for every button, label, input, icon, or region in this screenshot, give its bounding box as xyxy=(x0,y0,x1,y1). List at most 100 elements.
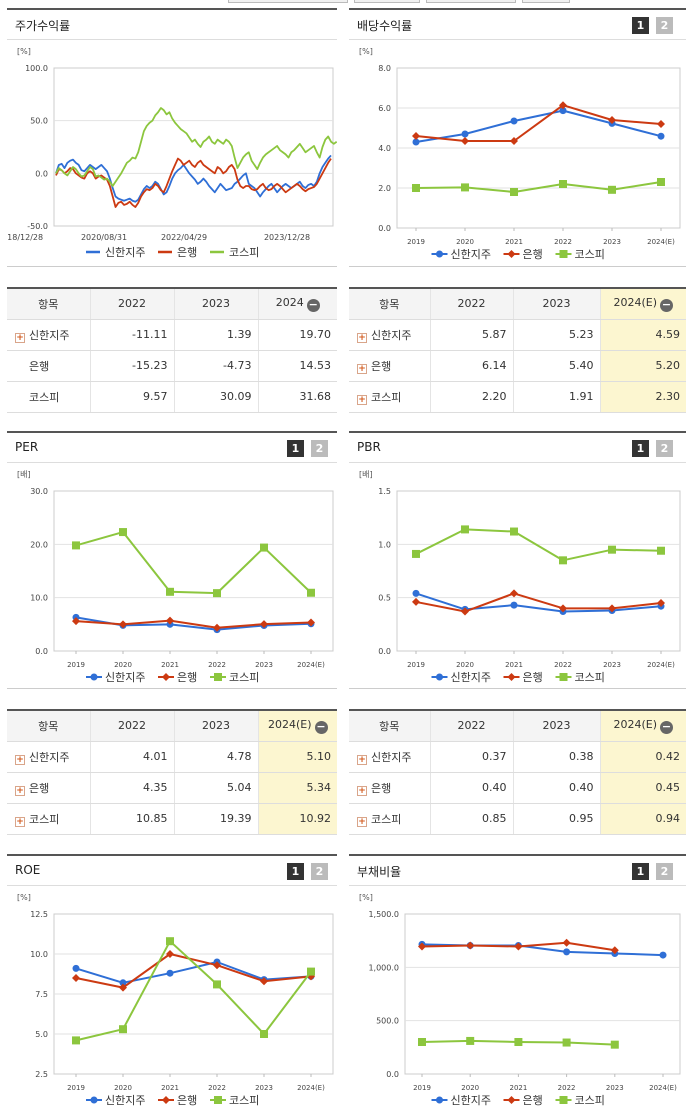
data-point xyxy=(608,116,616,124)
x-tick-label: 2020 xyxy=(461,1084,479,1092)
y-tick-label: 0.0 xyxy=(35,169,48,178)
series-line-3 xyxy=(55,107,337,187)
collapse-icon[interactable]: − xyxy=(306,297,320,312)
series-line-3 xyxy=(75,531,312,595)
collapse-icon[interactable]: − xyxy=(660,297,674,312)
stock-return-panel: 주가수익률 [%] 100.0 50.0 0.0 -50.0 2018/12/28 2020… xyxy=(7,8,337,267)
expand-icon[interactable]: + xyxy=(15,754,25,765)
data-point xyxy=(162,673,170,681)
expand-icon[interactable]: + xyxy=(357,785,367,796)
data-point xyxy=(461,183,469,192)
data-point xyxy=(657,599,665,607)
row-label: 은행 xyxy=(371,781,392,795)
data-point xyxy=(90,673,98,681)
legend-label: 은행 xyxy=(523,1094,543,1107)
series-line-3 xyxy=(415,528,662,562)
series-line-1 xyxy=(55,154,332,203)
expand-icon[interactable]: + xyxy=(357,754,367,765)
y-unit-label: [배] xyxy=(17,470,31,479)
data-point xyxy=(412,184,420,192)
expand-icon[interactable]: + xyxy=(357,363,367,374)
col-header: 2022 xyxy=(429,710,513,742)
col-header: 2024(E) xyxy=(613,295,658,309)
collapse-icon[interactable]: − xyxy=(660,719,674,734)
cell: -4.73 xyxy=(173,350,258,382)
col-header: 2023 xyxy=(173,710,258,742)
data-point xyxy=(119,1025,127,1034)
cell: 19.39 xyxy=(173,803,258,835)
x-tick-label: 2020 xyxy=(114,1084,132,1092)
x-tick-label: 2019 xyxy=(407,238,425,246)
top-tab[interactable] xyxy=(426,0,516,3)
page-2-button[interactable]: 2 xyxy=(656,863,673,880)
page-2-button[interactable]: 2 xyxy=(311,863,328,880)
data-point xyxy=(559,180,567,188)
x-tick-label: 2024(E) xyxy=(649,1084,677,1092)
y-tick-label: 0.0 xyxy=(378,224,391,233)
data-point xyxy=(563,948,571,956)
data-point xyxy=(418,1038,426,1046)
y-tick-label: 2.5 xyxy=(35,1070,48,1079)
page-1-button[interactable]: 1 xyxy=(632,17,649,34)
panel-title: ROE xyxy=(15,863,41,877)
legend-label: 신한지주 xyxy=(105,246,145,259)
cell: 1.39 xyxy=(173,319,258,351)
expand-icon[interactable]: + xyxy=(15,332,25,343)
y-unit-label: [%] xyxy=(359,893,373,902)
cell: 2.20 xyxy=(429,381,513,413)
dividend-yield-chart: [%] 8.0 6.0 4.0 2.0 0.0 2019 2020 2021 2022 2023 20… xyxy=(359,47,681,261)
page-1-button[interactable]: 1 xyxy=(632,863,649,880)
top-tab[interactable] xyxy=(228,0,348,3)
data-point xyxy=(559,673,568,681)
x-tick-label: 2019 xyxy=(413,1084,431,1092)
col-header: 2023 xyxy=(512,288,600,320)
cell: 31.68 xyxy=(257,381,337,413)
panel-title: 주가수익률 xyxy=(15,19,71,33)
cell: 5.20 xyxy=(599,350,686,382)
data-point xyxy=(608,185,616,194)
data-point xyxy=(72,974,80,982)
x-tick-label: 2020 xyxy=(456,238,474,246)
data-point xyxy=(213,623,221,632)
expand-icon[interactable]: + xyxy=(15,785,25,796)
cell: 30.09 xyxy=(173,381,258,413)
col-header: 항목 xyxy=(7,710,90,742)
x-tick-label: 2020 xyxy=(456,661,474,669)
data-point xyxy=(436,1096,443,1104)
page-1-button[interactable]: 1 xyxy=(632,440,649,457)
data-point xyxy=(466,1036,475,1045)
col-header: 항목 xyxy=(349,710,430,742)
x-tick-label: 2019 xyxy=(67,661,85,669)
expand-icon[interactable]: + xyxy=(357,816,367,827)
expand-icon[interactable]: + xyxy=(357,332,367,343)
top-tab[interactable] xyxy=(522,0,570,3)
expand-icon[interactable]: + xyxy=(357,394,367,405)
page-2-button[interactable]: 2 xyxy=(656,17,673,34)
expand-icon[interactable]: + xyxy=(15,816,25,827)
table-row: + 신한지주 0.37 0.38 0.42 xyxy=(349,741,686,773)
page-1-button[interactable]: 1 xyxy=(287,863,304,880)
collapse-icon[interactable]: − xyxy=(314,719,328,734)
y-tick-label: 10.0 xyxy=(30,594,48,603)
row-label: 은행 xyxy=(29,359,50,373)
top-tab[interactable] xyxy=(354,0,420,3)
table-row: + 신한지주 5.87 5.23 4.59 xyxy=(349,319,686,351)
y-tick-label: 8.0 xyxy=(378,64,391,73)
cell: 0.40 xyxy=(512,772,600,804)
page-2-button[interactable]: 2 xyxy=(656,440,673,457)
data-point xyxy=(72,541,80,550)
data-point xyxy=(657,178,665,186)
cell: 5.10 xyxy=(257,741,337,773)
x-tick-label: 2021 xyxy=(161,661,179,669)
legend-label: 코스피 xyxy=(229,246,259,259)
y-tick-label: -50.0 xyxy=(27,222,48,231)
x-tick-label: 2021 xyxy=(505,238,523,246)
legend-label: 신한지주 xyxy=(451,248,491,261)
page-1-button[interactable]: 1 xyxy=(287,440,304,457)
table-row: + 은행 0.40 0.40 0.45 xyxy=(349,772,686,804)
x-tick-label: 2019 xyxy=(407,661,425,669)
cell: -15.23 xyxy=(89,350,174,382)
page-2-button[interactable]: 2 xyxy=(311,440,328,457)
col-header: 2022 xyxy=(89,710,174,742)
data-point xyxy=(507,250,516,258)
